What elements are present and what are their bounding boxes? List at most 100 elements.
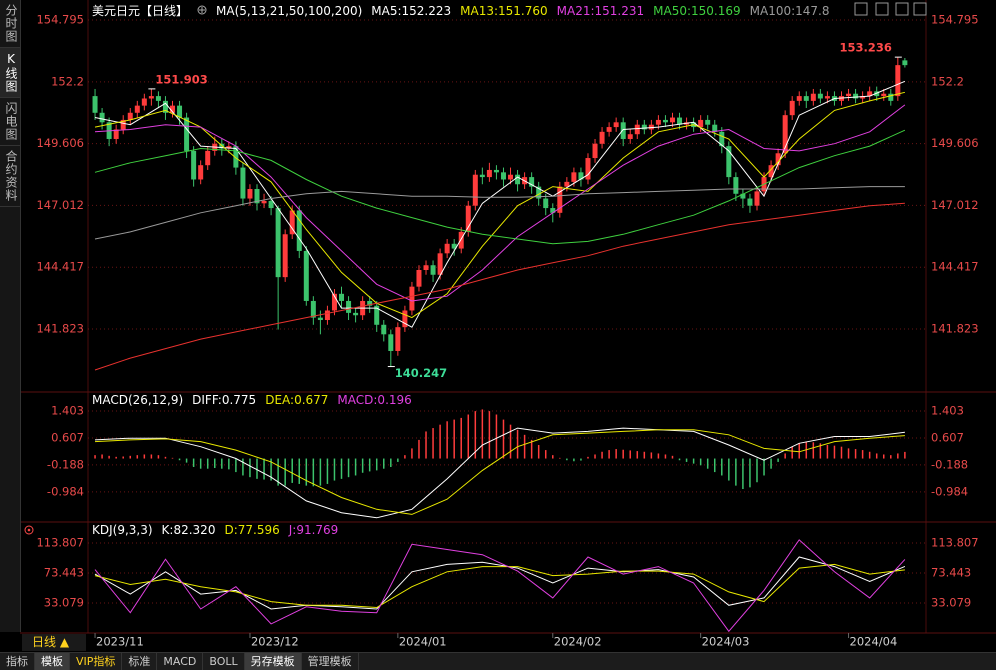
candle-body — [888, 93, 894, 101]
candle-body — [367, 300, 373, 306]
sidebar-tab[interactable]: K线图 — [0, 48, 20, 98]
macd-bar — [221, 458, 223, 469]
tab[interactable]: MACD — [157, 653, 204, 670]
candle-body — [479, 174, 485, 178]
candle-body — [205, 150, 211, 166]
candle-body — [141, 98, 147, 106]
legend-entry: DIFF:0.775 — [192, 393, 257, 407]
macd-bar — [798, 443, 800, 459]
macd-bar — [812, 442, 815, 459]
x-tick-label: 2024/04 — [850, 635, 898, 649]
indicator-icon[interactable] — [24, 525, 34, 535]
candle-body — [162, 100, 168, 113]
control-button[interactable] — [895, 2, 909, 16]
tab[interactable]: 另存模板 — [244, 653, 302, 670]
chart-title: 美元日元【日线】 — [92, 4, 189, 18]
candle-body — [902, 60, 908, 66]
candle-body — [423, 265, 429, 270]
sidebar-tab[interactable]: 合约资料 — [0, 146, 20, 207]
candle-body — [557, 186, 563, 213]
sidebar-tab[interactable]: 闪电图 — [0, 98, 20, 146]
control-button[interactable] — [913, 2, 927, 16]
candle-body — [416, 269, 422, 287]
candle-body — [846, 93, 852, 97]
indicator-title: KDJ(9,3,3) — [92, 523, 153, 537]
tab[interactable]: BOLL — [203, 653, 245, 670]
candle-body — [430, 265, 436, 275]
tab[interactable]: VIP指标 — [70, 653, 123, 670]
candle-body — [733, 177, 739, 194]
macd-bar — [263, 458, 265, 480]
macd-bar — [777, 458, 779, 462]
control-button[interactable] — [854, 2, 868, 16]
macd-bar — [523, 434, 526, 459]
macd-bar — [756, 458, 758, 483]
macd-bar — [453, 419, 455, 459]
candle-body — [465, 205, 471, 232]
macd-bar — [488, 411, 491, 459]
candle-body — [120, 119, 126, 130]
period-selector[interactable]: 日线 ▲ — [22, 634, 86, 651]
legend-entry: J:91.769 — [288, 523, 339, 537]
macd-bar — [509, 424, 512, 459]
candle-body — [698, 119, 704, 128]
candle-body — [458, 231, 464, 249]
macd-bar — [495, 414, 498, 459]
macd-bar — [298, 458, 301, 484]
macd-bar — [516, 429, 519, 459]
candle-body — [261, 200, 267, 204]
candle-body — [775, 153, 781, 166]
control-button[interactable] — [875, 2, 889, 16]
y-tick-label: 1.403 — [51, 404, 84, 418]
macd-bar — [587, 456, 589, 459]
tab[interactable]: 管理模板 — [302, 653, 359, 670]
y-tick-label: 154.795 — [36, 13, 84, 27]
macd-bar — [397, 458, 399, 462]
candle-body — [226, 146, 232, 149]
macd-bar — [171, 457, 174, 459]
macd-bar — [354, 458, 357, 476]
legend-entry: MA13:151.760 — [460, 3, 548, 18]
tab[interactable]: 模板 — [35, 653, 70, 670]
candle-body — [571, 172, 577, 182]
y-tick-label: 33.079 — [44, 595, 84, 609]
tab[interactable]: 指标 — [0, 653, 35, 670]
macd-bar — [136, 455, 139, 459]
macd-bar — [770, 458, 772, 469]
window-controls[interactable] — [854, 2, 927, 16]
macd-bar — [544, 450, 547, 459]
macd-bar — [875, 453, 878, 459]
candle-body — [817, 93, 823, 99]
candle-body — [127, 112, 133, 120]
tab-bar: 指标 模板 VIP指标 标准 MACD BOLL 另存模板 管理模板 — [0, 652, 996, 670]
macd-bar — [502, 419, 505, 459]
candle-body — [782, 115, 788, 154]
macd-bar — [192, 458, 195, 468]
candle-body — [444, 243, 450, 254]
x-tick-label: 2024/01 — [399, 635, 447, 649]
settings-icon[interactable] — [197, 4, 207, 18]
indicator-title: MACD(26,12,9) — [92, 393, 184, 407]
macd-bar — [622, 449, 624, 459]
indicator-title: MA(5,13,21,50,100,200) — [216, 3, 363, 18]
candle-body — [402, 310, 408, 328]
candle-body — [620, 122, 626, 139]
macd-bar — [277, 458, 279, 486]
candle-body — [113, 129, 119, 139]
candle-body — [324, 310, 330, 321]
legend-entry: DEA:0.677 — [265, 393, 329, 407]
sidebar-tab[interactable]: 分时图 — [0, 0, 20, 48]
macd-bar — [284, 458, 286, 486]
candle-body — [726, 146, 732, 178]
macd-bar — [861, 450, 864, 459]
candle-body — [472, 174, 478, 206]
candle-body — [677, 117, 683, 125]
macd-bar — [242, 458, 244, 476]
indicator-line — [94, 202, 905, 371]
candle-body — [486, 169, 492, 178]
macd-bar — [143, 454, 146, 459]
tab[interactable]: 标准 — [122, 653, 158, 670]
macd-bar — [692, 458, 695, 464]
candle-body — [613, 122, 619, 128]
